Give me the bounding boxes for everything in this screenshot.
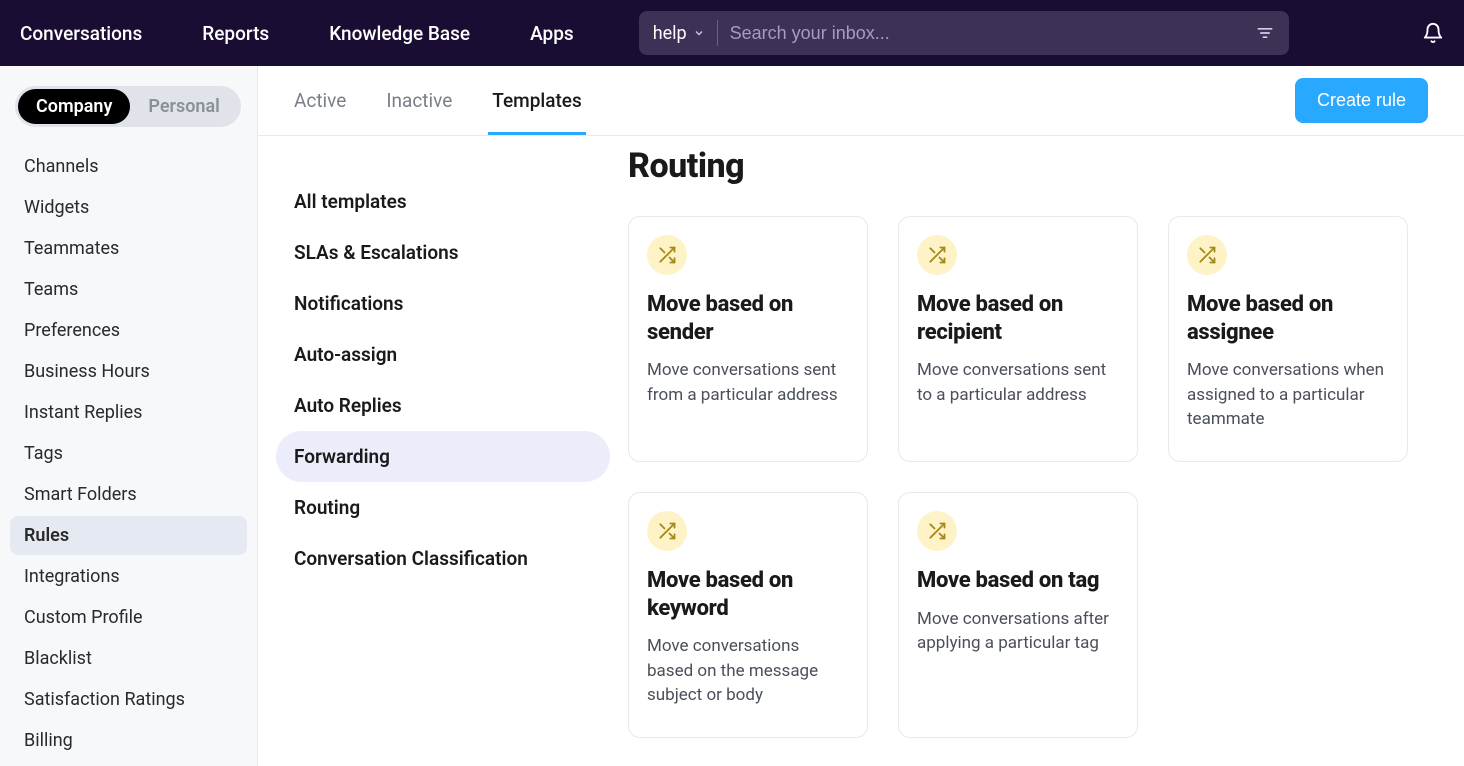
template-card-title: Move based on keyword — [647, 567, 849, 622]
tab-inactive[interactable]: Inactive — [386, 67, 452, 134]
template-card[interactable]: Move based on assignee Move conversations… — [1168, 216, 1408, 462]
template-card-description: Move conversations when assigned to a pa… — [1187, 358, 1389, 432]
sidebar-item-custom-profile[interactable]: Custom Profile — [10, 598, 247, 637]
category-auto-assign[interactable]: Auto-assign — [276, 329, 610, 380]
shuffle-icon — [917, 511, 957, 551]
template-card-description: Move conversations sent to a particular … — [917, 358, 1119, 407]
template-card-title: Move based on assignee — [1187, 291, 1389, 346]
nav-knowledgebase[interactable]: Knowledge Base — [329, 22, 470, 45]
scope-company[interactable]: Company — [18, 89, 130, 124]
topbar: Conversations Reports Knowledge Base App… — [0, 0, 1464, 66]
tab-active[interactable]: Active — [294, 67, 346, 134]
tab-bar: Active Inactive Templates Create rule — [258, 66, 1464, 136]
shuffle-icon — [917, 235, 957, 275]
content-area: All templatesSLAs & EscalationsNotificat… — [258, 136, 1464, 766]
shuffle-icon — [1187, 235, 1227, 275]
sidebar-list: ChannelsWidgetsTeammatesTeamsPreferences… — [10, 147, 247, 760]
category-auto-replies[interactable]: Auto Replies — [276, 380, 610, 431]
template-card-description: Move conversations after applying a part… — [917, 607, 1119, 656]
sidebar-item-widgets[interactable]: Widgets — [10, 188, 247, 227]
template-card-title: Move based on recipient — [917, 291, 1119, 346]
scope-toggle: Company Personal — [15, 86, 241, 127]
template-card-title: Move based on tag — [917, 567, 1119, 595]
sidebar-item-tags[interactable]: Tags — [10, 434, 247, 473]
sidebar-item-smart-folders[interactable]: Smart Folders — [10, 475, 247, 514]
nav-apps[interactable]: Apps — [530, 22, 574, 45]
nav-conversations[interactable]: Conversations — [20, 22, 142, 45]
chevron-down-icon — [693, 23, 705, 44]
tab-templates[interactable]: Templates — [492, 67, 581, 134]
sidebar-item-instant-replies[interactable]: Instant Replies — [10, 393, 247, 432]
settings-sidebar: Company Personal ChannelsWidgetsTeammate… — [0, 66, 258, 766]
sidebar-item-channels[interactable]: Channels — [10, 147, 247, 186]
template-card-grid: Move based on sender Move conversations s… — [628, 216, 1444, 738]
search-scope-label: help — [653, 23, 687, 44]
shuffle-icon — [647, 235, 687, 275]
template-cards-area: Routing Move based on sender Move convers… — [628, 136, 1464, 766]
search-scope-dropdown[interactable]: help — [653, 23, 717, 44]
sidebar-item-rules[interactable]: Rules — [10, 516, 247, 555]
sidebar-item-integrations[interactable]: Integrations — [10, 557, 247, 596]
template-category-list: All templatesSLAs & EscalationsNotificat… — [276, 176, 610, 584]
sidebar-item-business-hours[interactable]: Business Hours — [10, 352, 247, 391]
template-category-column: All templatesSLAs & EscalationsNotificat… — [258, 136, 628, 766]
template-card[interactable]: Move based on tag Move conversations afte… — [898, 492, 1138, 738]
sidebar-item-billing[interactable]: Billing — [10, 721, 247, 760]
category-conversation-classification[interactable]: Conversation Classification — [276, 533, 610, 584]
sidebar-item-preferences[interactable]: Preferences — [10, 311, 247, 350]
top-nav: Conversations Reports Knowledge Base App… — [20, 22, 574, 45]
filter-icon[interactable] — [1255, 23, 1275, 43]
section-title: Routing — [628, 146, 1444, 186]
template-card[interactable]: Move based on keyword Move conversations … — [628, 492, 868, 738]
category-all-templates[interactable]: All templates — [276, 176, 610, 227]
category-slas-escalations[interactable]: SLAs & Escalations — [276, 227, 610, 278]
main-panel: Active Inactive Templates Create rule Al… — [258, 66, 1464, 766]
template-card-description: Move conversations based on the message … — [647, 634, 849, 708]
scope-personal[interactable]: Personal — [130, 89, 237, 124]
sidebar-item-satisfaction-ratings[interactable]: Satisfaction Ratings — [10, 680, 247, 719]
search-box[interactable]: help — [639, 11, 1289, 55]
create-rule-button[interactable]: Create rule — [1295, 78, 1428, 123]
sidebar-item-teams[interactable]: Teams — [10, 270, 247, 309]
search-divider — [717, 20, 718, 46]
template-card[interactable]: Move based on sender Move conversations s… — [628, 216, 868, 462]
template-card[interactable]: Move based on recipient Move conversation… — [898, 216, 1138, 462]
category-notifications[interactable]: Notifications — [276, 278, 610, 329]
search-input[interactable] — [730, 23, 1255, 44]
shuffle-icon — [647, 511, 687, 551]
template-card-description: Move conversations sent from a particula… — [647, 358, 849, 407]
category-forwarding[interactable]: Forwarding — [276, 431, 610, 482]
nav-reports[interactable]: Reports — [202, 22, 269, 45]
sidebar-item-blacklist[interactable]: Blacklist — [10, 639, 247, 678]
template-card-title: Move based on sender — [647, 291, 849, 346]
sidebar-item-teammates[interactable]: Teammates — [10, 229, 247, 268]
notifications-bell-icon[interactable] — [1422, 22, 1444, 44]
category-routing[interactable]: Routing — [276, 482, 610, 533]
